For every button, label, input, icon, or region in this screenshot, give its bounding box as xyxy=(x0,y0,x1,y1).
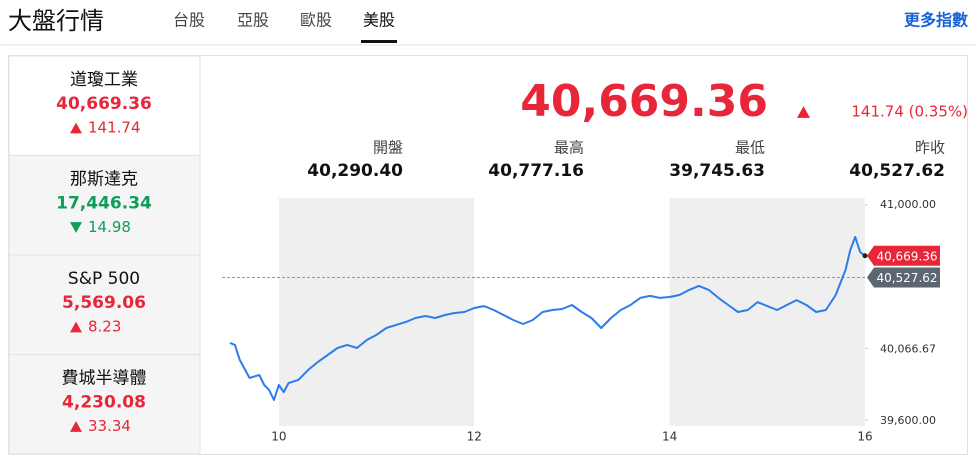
direction-icon xyxy=(70,222,82,233)
stat-value: 40,290.40 xyxy=(307,161,403,181)
y-tick-label: 39,600.00 xyxy=(880,414,936,427)
index-card[interactable] xyxy=(8,254,201,355)
direction-icon xyxy=(70,321,82,333)
index-name: 費城半導體 xyxy=(62,369,147,389)
reference-tag-shape xyxy=(867,267,940,288)
direction-icon xyxy=(70,122,82,134)
market-tab[interactable]: 亞股 xyxy=(237,11,269,30)
market-tab[interactable]: 歐股 xyxy=(300,11,332,30)
y-tick-label: 41,000.00 xyxy=(880,198,936,211)
reference-tag-label: 40,527.62 xyxy=(876,271,937,285)
stat-label: 開盤 xyxy=(373,139,403,157)
session-band xyxy=(278,198,475,426)
current-price: 40,669.36 xyxy=(520,76,768,127)
index-value: 5,569.06 xyxy=(62,293,146,313)
last-point xyxy=(862,253,868,259)
stat-value: 40,777.16 xyxy=(488,161,584,181)
index-card[interactable] xyxy=(8,354,201,455)
market-tab[interactable]: 美股 xyxy=(363,11,395,30)
y-tick-label: 40,066.67 xyxy=(880,342,936,355)
index-card[interactable] xyxy=(8,55,201,156)
stat-label: 最低 xyxy=(735,139,765,157)
stat-value: 40,527.62 xyxy=(849,161,945,181)
price-line xyxy=(229,235,866,401)
index-value: 4,230.08 xyxy=(62,393,146,413)
index-change: 141.74 xyxy=(88,119,141,137)
index-value: 40,669.36 xyxy=(56,94,152,114)
active-tab-underline xyxy=(361,40,397,43)
last-price-tag-label: 40,669.36 xyxy=(876,249,937,263)
page-title: 大盤行情 xyxy=(8,7,104,35)
index-change: 8.23 xyxy=(88,318,121,336)
stat-label: 最高 xyxy=(554,139,584,157)
x-tick-label: 10 xyxy=(271,430,286,444)
market-tab[interactable]: 台股 xyxy=(173,11,205,30)
stat-label: 昨收 xyxy=(915,139,945,157)
session-band xyxy=(669,198,865,426)
price-change: 141.74 (0.35%) xyxy=(851,103,968,121)
index-value: 17,446.34 xyxy=(56,194,152,214)
direction-icon xyxy=(797,106,810,118)
x-tick-label: 12 xyxy=(467,430,482,444)
index-change: 33.34 xyxy=(88,417,131,435)
x-tick-label: 14 xyxy=(662,430,677,444)
index-name: 道瓊工業 xyxy=(70,70,138,90)
index-card[interactable] xyxy=(8,155,201,256)
index-name: S&P 500 xyxy=(68,269,140,289)
more-link[interactable]: 更多指數 xyxy=(904,11,968,30)
last-price-tag-shape xyxy=(867,245,940,266)
index-change: 14.98 xyxy=(88,218,131,236)
stat-value: 39,745.63 xyxy=(669,161,765,181)
index-name: 那斯達克 xyxy=(70,170,138,190)
direction-icon xyxy=(70,421,82,432)
x-tick-label: 16 xyxy=(857,430,872,444)
